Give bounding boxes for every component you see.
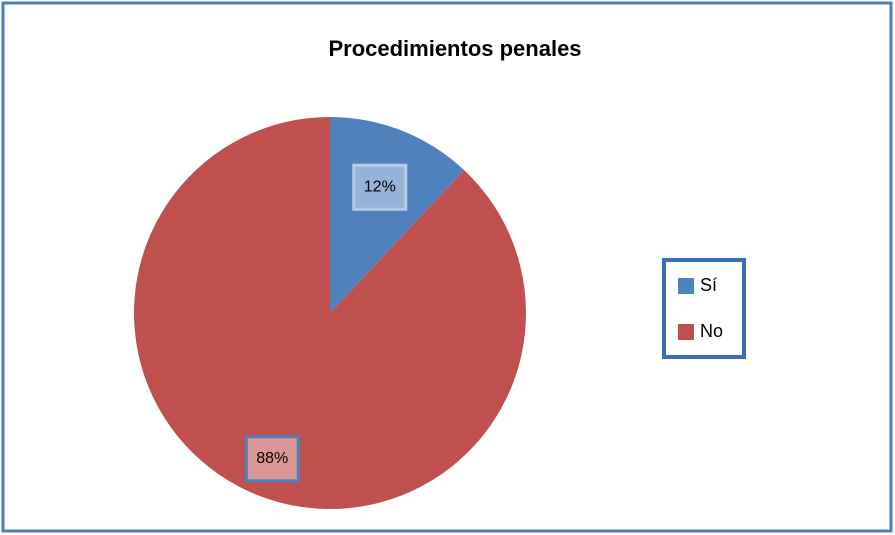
legend-swatch xyxy=(678,324,694,340)
data-label: 88% xyxy=(256,450,288,467)
legend-box xyxy=(662,258,746,359)
legend-swatch xyxy=(678,278,694,294)
chart-title: Procedimientos penales xyxy=(328,36,581,61)
data-label-box xyxy=(352,163,408,211)
legend-label: Sí xyxy=(700,275,717,295)
legend-label: No xyxy=(700,321,723,341)
data-label: 12% xyxy=(364,178,396,195)
pie-slice xyxy=(134,117,527,509)
data-label-box xyxy=(244,435,300,483)
